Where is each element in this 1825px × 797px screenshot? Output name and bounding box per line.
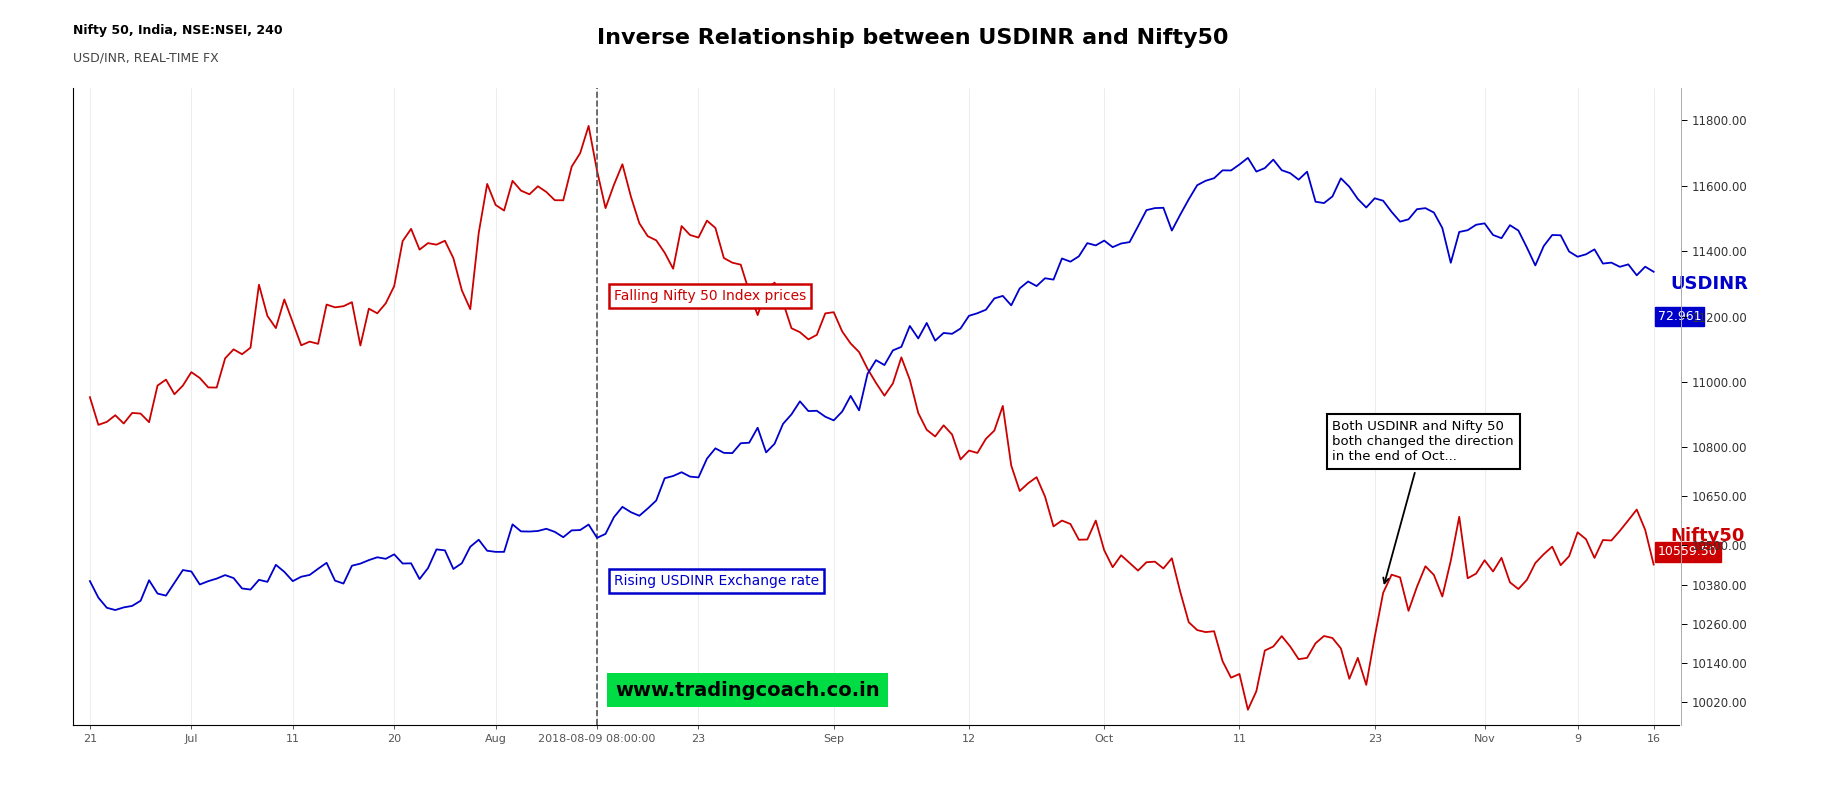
Text: Inverse Relationship between USDINR and Nifty50: Inverse Relationship between USDINR and … (597, 28, 1228, 48)
Text: 72.961: 72.961 (1657, 310, 1701, 323)
Text: USDINR: USDINR (1670, 275, 1748, 292)
Text: USD/INR, REAL-TIME FX: USD/INR, REAL-TIME FX (73, 52, 219, 65)
Text: Nifty50: Nifty50 (1670, 527, 1745, 544)
Text: Both USDINR and Nifty 50
both changed the direction
in the end of Oct...: Both USDINR and Nifty 50 both changed th… (1332, 421, 1515, 583)
Text: www.tradingcoach.co.in: www.tradingcoach.co.in (615, 681, 880, 700)
Text: Nifty 50, India, NSE:NSEI, 240: Nifty 50, India, NSE:NSEI, 240 (73, 24, 283, 37)
Text: Falling Nifty 50 Index prices: Falling Nifty 50 Index prices (613, 289, 807, 303)
Text: 10559.50: 10559.50 (1657, 545, 1717, 559)
Text: Rising USDINR Exchange rate: Rising USDINR Exchange rate (613, 574, 819, 587)
